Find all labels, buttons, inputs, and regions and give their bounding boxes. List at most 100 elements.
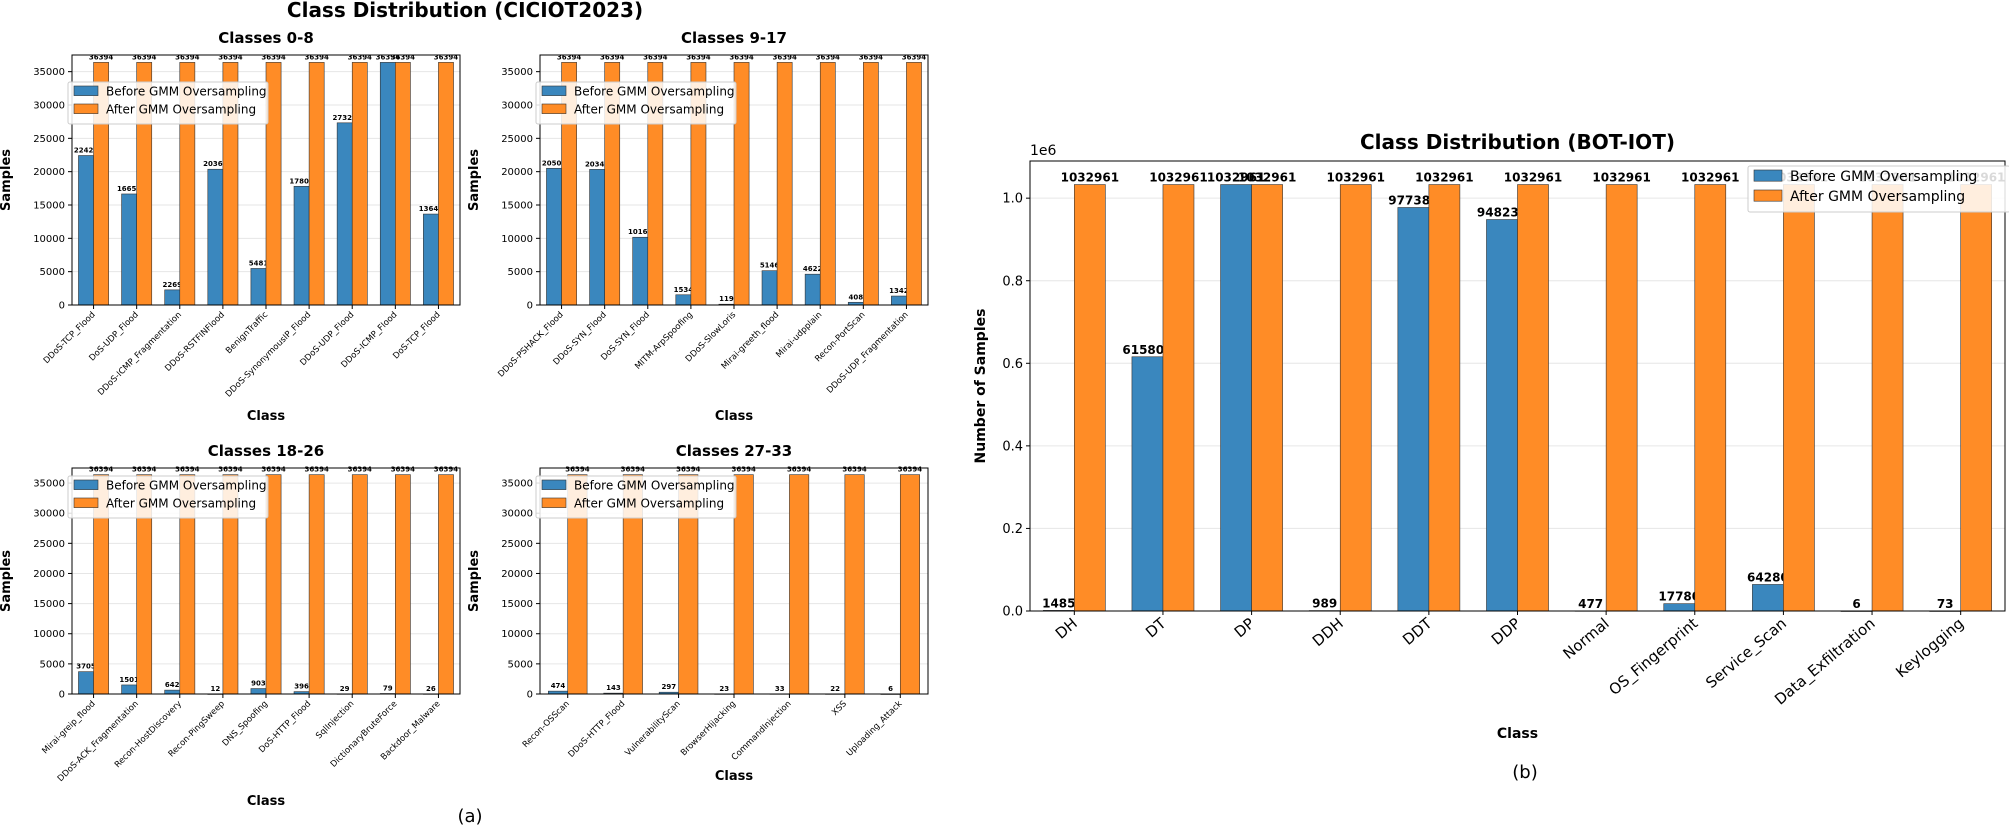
data-label: 17807	[289, 177, 313, 185]
legend-label-before: Before GMM Oversampling	[106, 479, 267, 493]
bar-before	[250, 268, 267, 306]
legend-swatch-before	[73, 85, 99, 96]
x-tick-label: DDH	[1309, 614, 1347, 650]
x-tick-label: SqlInjection	[314, 699, 356, 741]
x-tick-label: DDoS-ACK_Fragmentation	[56, 699, 141, 784]
y-tick-label: 5000	[40, 659, 65, 670]
plot-frame	[1029, 160, 2006, 612]
chart-title: Class Distribution (BOT-IOT)	[1360, 130, 1675, 154]
bar-after	[844, 474, 865, 695]
bar-after	[863, 62, 879, 306]
data-label: 36394	[175, 53, 199, 61]
bar-before	[761, 270, 778, 306]
x-tick-label: CommandInjection	[730, 699, 794, 763]
legend-box	[67, 475, 269, 519]
data-label: 1032961	[1061, 171, 1119, 185]
plot-frame	[539, 54, 929, 306]
data-label: 36394	[621, 466, 645, 474]
x-tick-label: Normal	[1560, 614, 1613, 663]
y-tick-label: 15000	[501, 201, 533, 212]
data-label: 26	[426, 685, 436, 693]
bar-before	[891, 295, 907, 306]
legend-label-before: Before GMM Oversampling	[1790, 169, 1977, 185]
data-label: 3705	[76, 663, 96, 671]
data-label: 36394	[434, 466, 458, 474]
data-label: 989	[1312, 597, 1337, 611]
caption-a: (a)	[457, 806, 482, 826]
bar-after	[351, 474, 368, 695]
x-tick-label: OS_Fingerprint	[1605, 614, 1702, 699]
data-label: 36394	[89, 466, 113, 474]
data-label: 1032961	[1238, 171, 1296, 185]
bar-after	[308, 62, 325, 306]
data-label: 1032961	[1681, 171, 1739, 185]
y-tick-label: 5000	[508, 659, 533, 670]
legend-label-before: Before GMM Oversampling	[574, 479, 735, 493]
bar-before	[164, 689, 181, 695]
data-label: 36394	[132, 466, 156, 474]
x-axis-label: Class	[715, 409, 754, 424]
x-tick-label: Uploading_Attack	[845, 699, 905, 759]
x-tick-label: VulnerabilityScan	[623, 699, 682, 758]
chart-classes-9-17: 0 5000 10000 15000 20000 25000 30000 35000 Class…	[467, 29, 929, 424]
legend-box	[67, 81, 269, 125]
data-label: 36394	[859, 53, 883, 61]
y-tick-label: 25000	[501, 134, 533, 145]
x-axis-label: Class	[247, 794, 286, 809]
data-label: 36394	[261, 53, 285, 61]
data-label: 903	[251, 680, 266, 688]
bar-after	[819, 62, 836, 306]
data-label: 36394	[304, 466, 328, 474]
y-tick-label: 5000	[40, 267, 65, 278]
data-label: 36394	[898, 466, 922, 474]
data-label: 1032961	[1207, 171, 1265, 185]
data-label: 1032961	[1327, 171, 1385, 185]
data-label: 12	[210, 685, 220, 693]
bar-after	[1517, 184, 1549, 612]
bar-after	[1783, 184, 1815, 612]
x-tick-label: DDoS-PSHACK_Flood	[496, 310, 565, 379]
bar-before	[207, 168, 224, 306]
data-label: 5481	[249, 259, 269, 267]
bar-after	[1251, 184, 1283, 612]
data-label: 615800	[1122, 343, 1172, 357]
x-axis-label: Class	[247, 409, 286, 424]
x-tick-label: DT	[1142, 614, 1170, 642]
bar-before	[632, 236, 649, 306]
data-label: 36394	[376, 53, 400, 61]
data-label: 1032961	[1592, 171, 1650, 185]
y-tick-label: 0.0	[1002, 605, 1023, 620]
y-tick-label: 30000	[501, 101, 533, 112]
data-label: 297	[662, 683, 677, 691]
y-tick-label: 15000	[33, 201, 65, 212]
data-label: 20365	[203, 160, 227, 168]
bar-before	[336, 122, 353, 306]
chart-title: Classes 0-8	[218, 29, 314, 47]
bar-after	[438, 474, 454, 695]
bar-after	[395, 474, 411, 695]
data-label: 36394	[132, 53, 156, 61]
data-label: 4622	[803, 265, 823, 273]
x-tick-label: DDoS-UDP_Fragmentation	[825, 310, 911, 396]
y-tick-label: 20000	[501, 167, 533, 178]
bar-before	[546, 167, 562, 306]
data-label: 642	[165, 681, 180, 689]
bar-after	[1074, 184, 1106, 612]
bar-after	[1960, 184, 1993, 612]
legend-label-after: After GMM Oversampling	[106, 103, 256, 117]
chart-title: Classes 18-26	[208, 442, 324, 460]
bar-after	[1605, 184, 1638, 612]
y-tick-label: 0.4	[1002, 439, 1023, 454]
y-axis-label: Samples	[0, 149, 14, 211]
legend-box	[1747, 165, 2009, 213]
bar-after	[1871, 184, 1904, 612]
plot-frame	[71, 54, 461, 306]
y-tick-label: 35000	[501, 479, 533, 490]
data-label: 36394	[842, 466, 866, 474]
y-tick-label: 0.8	[1002, 274, 1023, 289]
data-label: 36394	[391, 53, 415, 61]
data-label: 1342	[889, 287, 909, 295]
y-tick-label: 0	[527, 690, 533, 701]
data-label: 6	[1852, 597, 1860, 611]
y-tick-label: 0	[527, 301, 533, 312]
